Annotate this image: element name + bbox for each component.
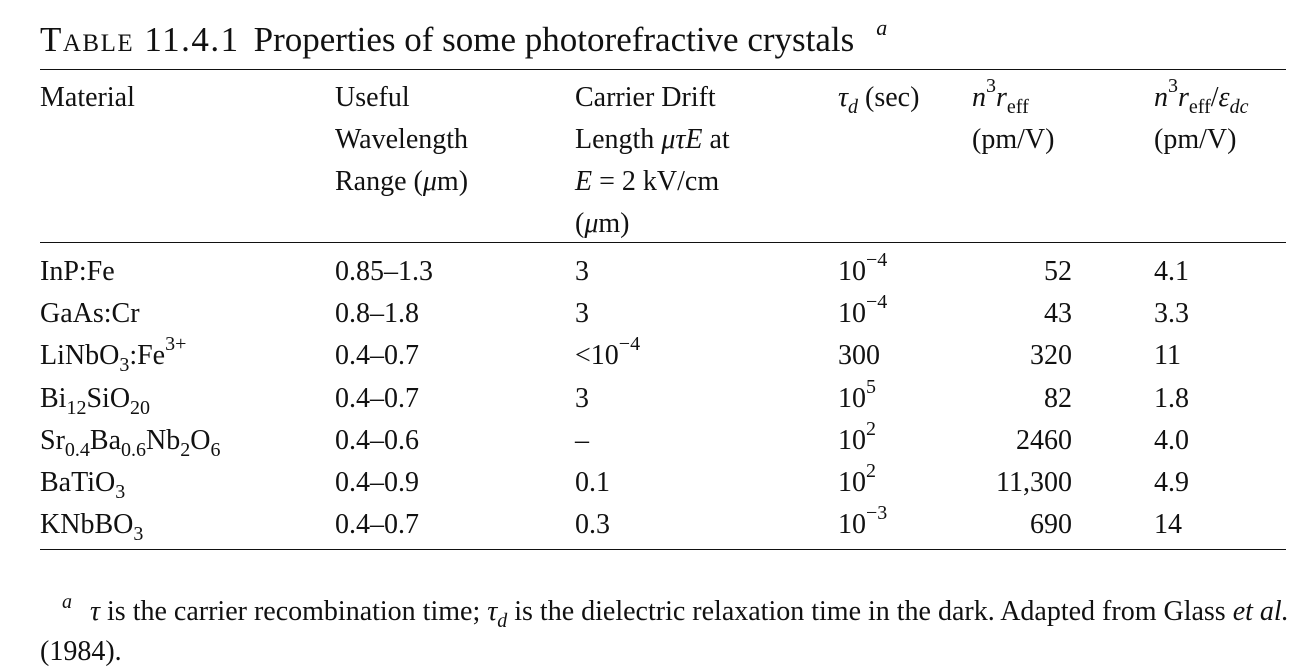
header-drift: Carrier Drift Length μτE at E = 2 kV/cm … bbox=[575, 77, 730, 245]
table-row-tau: 300 bbox=[838, 340, 880, 371]
table-row-drift: <10−4 bbox=[575, 333, 641, 371]
table-row-drift: 3 bbox=[575, 383, 589, 414]
header-n3r-line-2: (pm/V) bbox=[972, 124, 1055, 155]
header-wavelength-line-2: Wavelength bbox=[335, 124, 469, 155]
table-row-n3r-eps: 4.9 bbox=[1154, 467, 1189, 498]
table-bottom-rule bbox=[40, 549, 1286, 550]
table-row-drift: 3 bbox=[575, 298, 589, 329]
table-row-n3r: 43 bbox=[1044, 298, 1072, 329]
table-row-range: 0.4–0.7 bbox=[335, 509, 419, 540]
table-row-n3r-eps: 3.3 bbox=[1154, 298, 1189, 329]
table-row-drift: 0.3 bbox=[575, 509, 610, 540]
table-row-material: Bi12SiO20 bbox=[40, 383, 151, 419]
table-label: Table 11.4.1 bbox=[40, 20, 240, 59]
table-caption: Table 11.4.1 Properties of some photorefr… bbox=[40, 6, 887, 62]
table-row-material: Sr0.4Ba0.6Nb2O6 bbox=[40, 425, 221, 461]
table-top-rule bbox=[40, 69, 1286, 70]
table-row-range: 0.4–0.7 bbox=[335, 340, 419, 371]
header-n3r-line-1: n3reff bbox=[972, 75, 1029, 118]
header-drift-line-4: (μm) bbox=[575, 208, 630, 239]
footnote-mark: a bbox=[62, 591, 72, 613]
table-row-n3r-eps: 1.8 bbox=[1154, 383, 1189, 414]
table-row-material: LiNbO3:Fe3+ bbox=[40, 333, 187, 376]
table-row-range: 0.4–0.6 bbox=[335, 425, 419, 456]
table-row-range: 0.8–1.8 bbox=[335, 298, 419, 329]
caption-footnote-mark: a bbox=[876, 15, 888, 40]
table-row-n3r: 11,300 bbox=[996, 467, 1072, 498]
table-row-range: 0.85–1.3 bbox=[335, 256, 433, 287]
table-row-range: 0.4–0.9 bbox=[335, 467, 419, 498]
table-row-material: InP:Fe bbox=[40, 256, 115, 287]
header-drift-line-2: Length μτE at bbox=[575, 124, 730, 155]
table-row-n3r-eps: 14 bbox=[1154, 509, 1182, 540]
header-n3r-eps-line-2: (pm/V) bbox=[1154, 124, 1237, 155]
table-row-drift: 3 bbox=[575, 256, 589, 287]
table-row-range: 0.4–0.7 bbox=[335, 383, 419, 414]
table-row-material: BaTiO3 bbox=[40, 467, 126, 503]
table-row-n3r: 52 bbox=[1044, 256, 1072, 287]
table-row-drift: 0.1 bbox=[575, 467, 610, 498]
table-row-tau: 10−4 bbox=[838, 291, 888, 329]
table-row-tau: 102 bbox=[838, 460, 876, 498]
table-row-n3r-eps: 4.1 bbox=[1154, 256, 1189, 287]
table-row-tau: 10−4 bbox=[838, 249, 888, 287]
table-row-n3r: 2460 bbox=[1016, 425, 1072, 456]
header-wavelength: Useful Wavelength Range (μm) bbox=[335, 77, 468, 203]
table-row-n3r-eps: 4.0 bbox=[1154, 425, 1189, 456]
header-tau: τd (sec) bbox=[838, 82, 920, 118]
header-drift-line-3: E = 2 kV/cm bbox=[575, 166, 720, 197]
table-title: Properties of some photorefractive cryst… bbox=[253, 20, 855, 59]
table-row-material: GaAs:Cr bbox=[40, 298, 140, 329]
table-row-n3r: 690 bbox=[1030, 509, 1072, 540]
header-material: Material bbox=[40, 82, 135, 113]
footnote-text: τ is the carrier recombination time; τd … bbox=[40, 596, 1289, 667]
table-row-material: KNbBO3 bbox=[40, 509, 144, 545]
table-header-rule bbox=[40, 242, 1286, 243]
header-n3r-eps-line-1: n3reff/εdc bbox=[1154, 75, 1249, 118]
table-row-n3r: 320 bbox=[1030, 340, 1072, 371]
table-row-drift: – bbox=[575, 425, 589, 456]
header-n3r: n3reff (pm/V) bbox=[972, 75, 1055, 161]
table-row-tau: 105 bbox=[838, 376, 876, 414]
table-row-tau: 102 bbox=[838, 418, 876, 456]
header-wavelength-line-3: Range (μm) bbox=[335, 166, 469, 197]
table-row-n3r-eps: 11 bbox=[1154, 340, 1181, 371]
header-n3r-eps: n3reff/εdc (pm/V) bbox=[1154, 75, 1249, 161]
header-drift-line-1: Carrier Drift bbox=[575, 82, 716, 113]
table-row-n3r: 82 bbox=[1044, 383, 1072, 414]
table-row-tau: 10−3 bbox=[838, 502, 888, 540]
header-wavelength-line-1: Useful bbox=[335, 82, 410, 113]
